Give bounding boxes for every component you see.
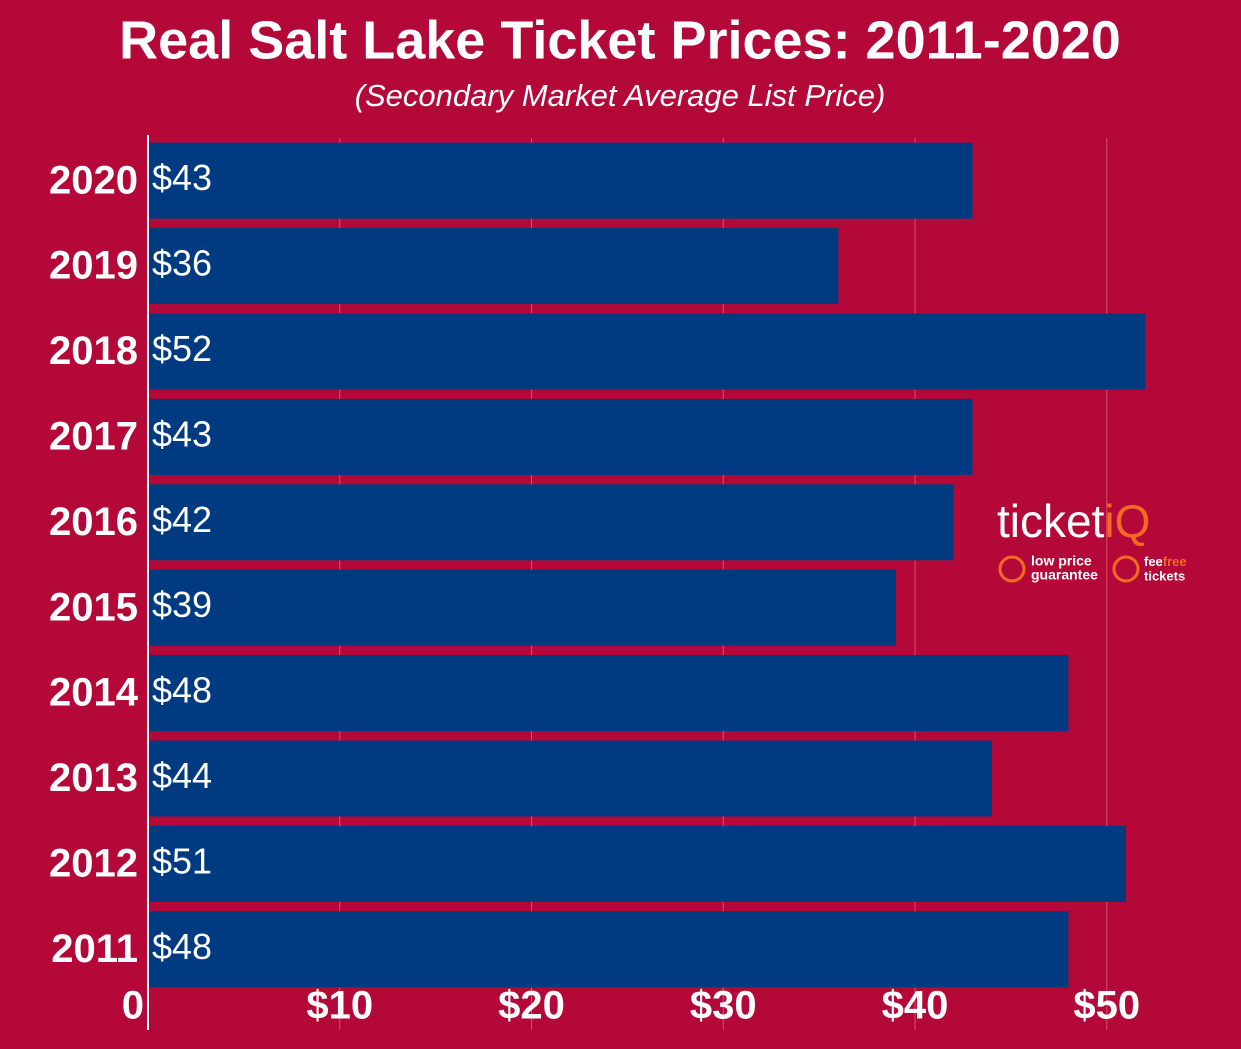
plot-area: 0 $10 $20 $30 $40 $50 2020 $43 2019 $36 2018 $52 201… [49, 135, 1146, 1030]
y-tick-label: 2018 [49, 329, 138, 373]
logo: ticketiQ low price guarantee feefree tic… [997, 495, 1187, 583]
bar [148, 313, 1146, 390]
logo-badge-text: feefree [1144, 554, 1187, 569]
logo-free: free [1163, 554, 1187, 569]
x-tick-label: 0 [122, 984, 144, 1028]
y-tick-label: 2015 [49, 585, 138, 629]
x-tick-label: $20 [498, 984, 565, 1028]
value-label: $48 [152, 670, 212, 711]
value-label: $48 [152, 926, 212, 967]
bar [148, 825, 1126, 902]
bar [148, 655, 1069, 732]
bar [148, 484, 954, 561]
logo-badge-icon [1112, 555, 1140, 583]
logo-badge-text: guarantee [1031, 567, 1098, 583]
y-tick-label: 2016 [49, 500, 138, 544]
x-tick-label: $40 [882, 984, 949, 1028]
logo-badge-icon [998, 555, 1026, 583]
x-tick-label: $10 [306, 984, 373, 1028]
bar [148, 740, 992, 817]
value-label: $52 [152, 328, 212, 369]
value-label: $43 [152, 413, 212, 454]
value-label: $39 [152, 584, 212, 625]
logo-brand: ticketiQ [997, 495, 1150, 547]
logo-brand-text: ticket [997, 495, 1105, 547]
value-label: $36 [152, 243, 212, 284]
logo-brand-accent: iQ [1104, 495, 1150, 547]
y-tick-label: 2014 [49, 671, 139, 715]
chart-subtitle: (Secondary Market Average List Price) [355, 78, 886, 113]
bar [148, 142, 973, 219]
logo-fee: fee [1144, 554, 1163, 569]
x-tick-label: $30 [690, 984, 757, 1028]
y-tick-label: 2012 [49, 841, 138, 885]
value-label: $43 [152, 157, 212, 198]
value-label: $44 [152, 755, 212, 796]
logo-badge-text: tickets [1144, 568, 1185, 583]
bar [148, 569, 896, 646]
chart-title: Real Salt Lake Ticket Prices: 2011-2020 [119, 10, 1121, 70]
x-tick-label: $50 [1073, 984, 1140, 1028]
y-tick-label: 2019 [49, 244, 138, 288]
bar [148, 911, 1069, 988]
bar [148, 398, 973, 475]
y-tick-label: 2013 [49, 756, 138, 800]
y-tick-label: 2011 [51, 927, 138, 971]
value-label: $42 [152, 499, 212, 540]
y-tick-label: 2017 [49, 414, 138, 458]
logo-badge-text: low price [1031, 553, 1092, 569]
y-tick-label: 2020 [49, 158, 138, 202]
value-label: $51 [152, 840, 212, 881]
bar [148, 228, 839, 305]
